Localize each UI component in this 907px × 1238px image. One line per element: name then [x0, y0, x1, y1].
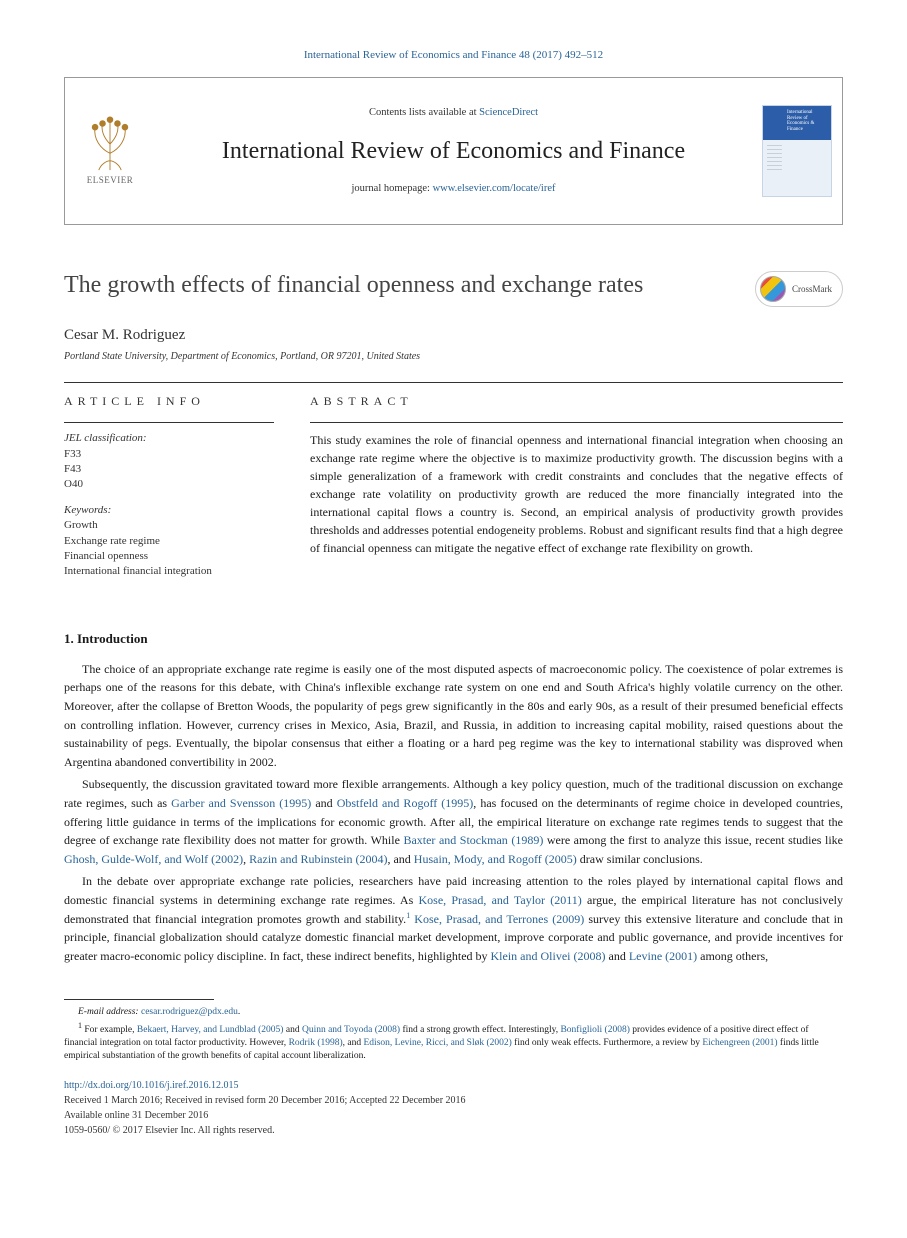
keywords-label: Keywords: [64, 503, 274, 518]
citation-link[interactable]: Kose, Prasad, and Taylor (2011) [418, 893, 581, 907]
text: were among the first to analyze this iss… [543, 833, 843, 847]
citation-line: International Review of Economics and Fi… [64, 48, 843, 63]
citation-link[interactable]: Bekaert, Harvey, and Lundblad (2005) [137, 1025, 284, 1035]
article-title: The growth effects of financial openness… [64, 269, 731, 303]
section-heading-intro: 1. Introduction [64, 630, 843, 648]
abstract-heading: ABSTRACT [310, 393, 843, 410]
article-history: Received 1 March 2016; Received in revis… [64, 1095, 466, 1106]
citation-link[interactable]: Obstfeld and Rogoff (1995) [337, 796, 474, 810]
elsevier-tree-icon [82, 116, 138, 172]
abstract-text: This study examines the role of financia… [310, 431, 843, 557]
jel-code: F33 [64, 447, 274, 462]
homepage-prefix: journal homepage: [352, 183, 433, 194]
keywords-group: Keywords: Growth Exchange rate regime Fi… [64, 503, 274, 580]
citation-link[interactable]: Edison, Levine, Ricci, and Sløk (2002) [364, 1038, 512, 1048]
citation-link[interactable]: Garber and Svensson (1995) [171, 796, 311, 810]
doi-block: http://dx.doi.org/10.1016/j.iref.2016.12… [64, 1078, 843, 1138]
citation-link[interactable]: Baxter and Stockman (1989) [403, 833, 543, 847]
copyright-line: 1059-0560/ © 2017 Elsevier Inc. All righ… [64, 1125, 275, 1136]
journal-name: International Review of Economics and Fi… [222, 135, 685, 169]
citation-link[interactable]: Ghosh, Gulde-Wolf, and Wolf (2002) [64, 852, 243, 866]
divider [64, 422, 274, 423]
citation-link[interactable]: Eichengreen (2001) [702, 1038, 777, 1048]
sciencedirect-link[interactable]: ScienceDirect [479, 107, 538, 118]
body-paragraph: Subsequently, the discussion gravitated … [64, 775, 843, 868]
article-info-column: ARTICLE INFO JEL classification: F33 F43… [64, 393, 274, 589]
text: find only weak effects. Furthermore, a r… [512, 1038, 703, 1048]
citation-link[interactable]: Klein and Olivei (2008) [491, 949, 606, 963]
elsevier-label: ELSEVIER [87, 174, 134, 187]
author-name: Cesar M. Rodriguez [64, 325, 843, 346]
crossmark-icon [760, 276, 786, 302]
footnote-divider [64, 999, 214, 1000]
abstract-column: ABSTRACT This study examines the role of… [310, 393, 843, 589]
body-paragraph: The choice of an appropriate exchange ra… [64, 660, 843, 772]
jel-code: F43 [64, 462, 274, 477]
page: International Review of Economics and Fi… [0, 0, 907, 1178]
keyword: Growth [64, 518, 274, 533]
jel-group: JEL classification: F33 F43 O40 [64, 431, 274, 493]
info-abstract-row: ARTICLE INFO JEL classification: F33 F43… [64, 393, 843, 589]
homepage-line: journal homepage: www.elsevier.com/locat… [352, 182, 556, 197]
text: For example, [82, 1025, 137, 1035]
divider [64, 382, 843, 383]
citation-link[interactable]: International Review of Economics and Fi… [304, 49, 603, 61]
footnote-1: 1 For example, Bekaert, Harvey, and Lund… [64, 1020, 843, 1064]
author-affiliation: Portland State University, Department of… [64, 350, 843, 364]
homepage-link[interactable]: www.elsevier.com/locate/iref [433, 183, 556, 194]
keyword: Financial openness [64, 549, 274, 564]
citation-link[interactable]: Levine (2001) [629, 949, 697, 963]
divider [310, 422, 843, 423]
title-row: The growth effects of financial openness… [64, 269, 843, 307]
citation-link[interactable]: Razin and Rubinstein (2004) [249, 852, 387, 866]
jel-label: JEL classification: [64, 431, 274, 446]
citation-link[interactable]: Husain, Mody, and Rogoff (2005) [414, 852, 577, 866]
text: among others, [697, 949, 768, 963]
email-link[interactable]: cesar.rodriguez@pdx.edu [141, 1007, 238, 1017]
citation-link[interactable]: Kose, Prasad, and Terrones (2009) [414, 912, 584, 926]
cover-image: International Review of Economics & Fina… [762, 105, 832, 197]
elsevier-logo-block: ELSEVIER [65, 78, 155, 224]
contents-prefix: Contents lists available at [369, 107, 479, 118]
text: draw similar conclusions. [577, 852, 703, 866]
footnote-email: E-mail address: cesar.rodriguez@pdx.edu. [64, 1006, 843, 1019]
text: and [606, 949, 629, 963]
text: . [238, 1007, 240, 1017]
body-paragraph: In the debate over appropriate exchange … [64, 872, 843, 965]
citation-link[interactable]: Rodrik (1998) [289, 1038, 343, 1048]
citation-link[interactable]: Bonfiglioli (2008) [560, 1025, 629, 1035]
article-info-heading: ARTICLE INFO [64, 393, 274, 410]
online-date: Available online 31 December 2016 [64, 1110, 208, 1121]
text: , and [387, 852, 413, 866]
email-label: E-mail address: [78, 1007, 141, 1017]
cover-title-text: International Review of Economics & Fina… [787, 110, 827, 132]
journal-header: ELSEVIER Contents lists available at Sci… [64, 77, 843, 225]
text: , and [343, 1038, 364, 1048]
jel-code: O40 [64, 477, 274, 492]
keyword: International financial integration [64, 564, 274, 579]
citation-link[interactable]: Quinn and Toyoda (2008) [302, 1025, 400, 1035]
cover-thumbnail: International Review of Economics & Fina… [752, 78, 842, 224]
crossmark-label: CrossMark [792, 283, 832, 296]
header-center: Contents lists available at ScienceDirec… [155, 78, 752, 224]
text: find a strong growth effect. Interesting… [400, 1025, 560, 1035]
contents-line: Contents lists available at ScienceDirec… [369, 106, 538, 121]
text: and [283, 1025, 301, 1035]
crossmark-badge[interactable]: CrossMark [755, 271, 843, 307]
keyword: Exchange rate regime [64, 534, 274, 549]
doi-link[interactable]: http://dx.doi.org/10.1016/j.iref.2016.12… [64, 1080, 239, 1091]
text: and [311, 796, 336, 810]
